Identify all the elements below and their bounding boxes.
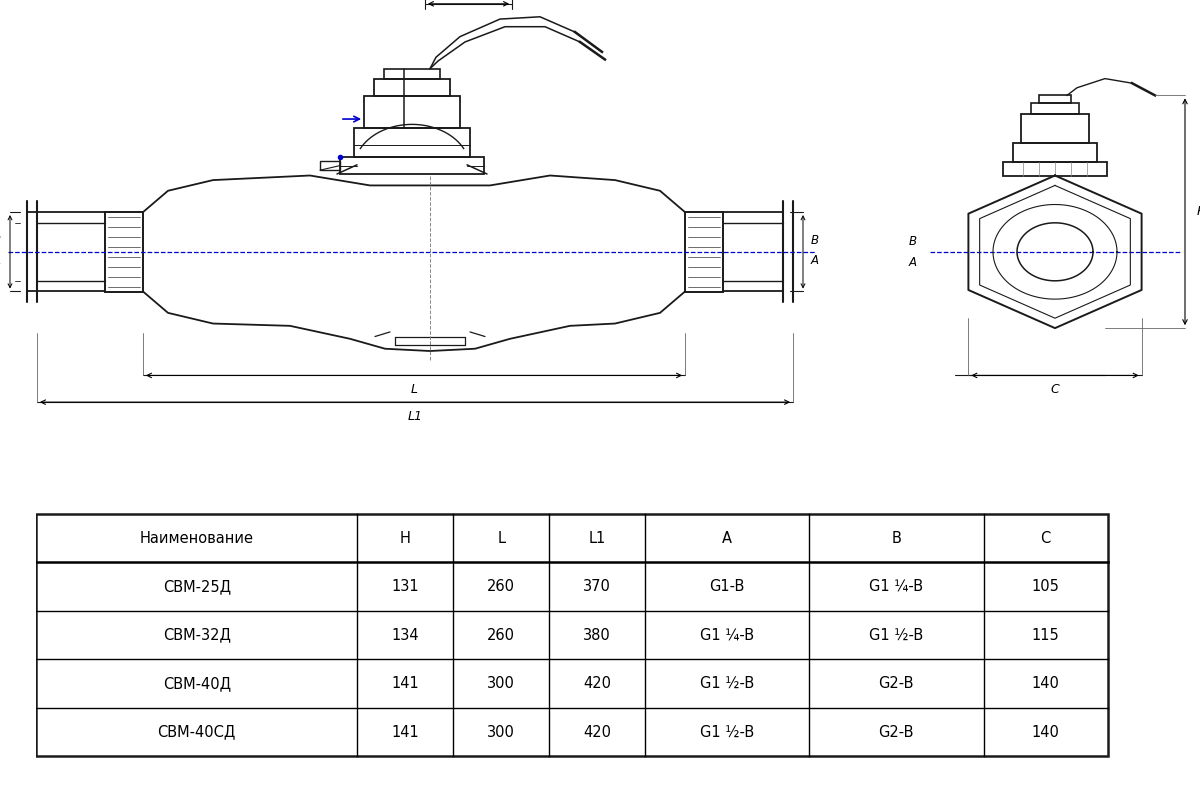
- Text: 141: 141: [391, 676, 419, 691]
- Text: 140: 140: [1032, 676, 1060, 691]
- Text: 141: 141: [391, 725, 419, 740]
- Text: G1 ½-B: G1 ½-B: [700, 676, 754, 691]
- Bar: [106, 212, 143, 292]
- Text: B: B: [910, 234, 917, 248]
- Text: G1 ½-B: G1 ½-B: [869, 628, 923, 642]
- Text: 131: 131: [391, 579, 419, 594]
- Bar: [1013, 142, 1097, 162]
- Bar: [1003, 162, 1108, 175]
- Bar: [354, 128, 470, 157]
- Bar: [340, 157, 484, 174]
- Text: G2-B: G2-B: [878, 725, 914, 740]
- Text: 370: 370: [583, 579, 611, 594]
- Text: 380: 380: [583, 628, 611, 642]
- Text: G1 ¼-B: G1 ¼-B: [869, 579, 923, 594]
- Text: 420: 420: [583, 676, 611, 691]
- Text: G1 ¼-B: G1 ¼-B: [700, 628, 754, 642]
- Text: СВМ-40Д: СВМ-40Д: [163, 676, 230, 691]
- Text: L1: L1: [588, 530, 606, 546]
- Text: A: A: [722, 530, 732, 546]
- Text: G1 ½-B: G1 ½-B: [700, 725, 754, 740]
- Bar: [685, 212, 722, 292]
- Text: H: H: [400, 530, 410, 546]
- Text: Наименование: Наименование: [139, 530, 253, 546]
- Text: СВМ-40СД: СВМ-40СД: [157, 725, 236, 740]
- Bar: [374, 79, 450, 96]
- Text: СВМ-32Д: СВМ-32Д: [163, 628, 230, 642]
- Text: B: B: [892, 530, 901, 546]
- Text: C: C: [1051, 383, 1060, 396]
- Text: 300: 300: [487, 725, 515, 740]
- Text: H: H: [1198, 206, 1200, 218]
- Text: 105: 105: [1032, 579, 1060, 594]
- Text: A: A: [811, 254, 818, 267]
- Bar: [1021, 114, 1090, 142]
- Text: L: L: [410, 383, 418, 396]
- Text: L: L: [497, 530, 505, 546]
- Text: 134: 134: [391, 628, 419, 642]
- Text: 140: 140: [1032, 725, 1060, 740]
- Text: G2-B: G2-B: [878, 676, 914, 691]
- Text: G1-B: G1-B: [709, 579, 744, 594]
- Text: 260: 260: [487, 628, 515, 642]
- Bar: [320, 161, 340, 170]
- Text: B: B: [811, 234, 818, 247]
- Bar: [364, 96, 460, 128]
- Text: СВМ-25Д: СВМ-25Д: [163, 579, 230, 594]
- Bar: [1031, 103, 1079, 114]
- Bar: [384, 69, 440, 79]
- Text: 420: 420: [583, 725, 611, 740]
- Text: A: A: [910, 256, 917, 269]
- Text: 300: 300: [487, 676, 515, 691]
- Text: C: C: [1040, 530, 1051, 546]
- Bar: [1039, 95, 1072, 103]
- Text: 115: 115: [1032, 628, 1060, 642]
- Bar: [36, 514, 1108, 757]
- Text: 260: 260: [487, 579, 515, 594]
- Text: L1: L1: [408, 410, 422, 422]
